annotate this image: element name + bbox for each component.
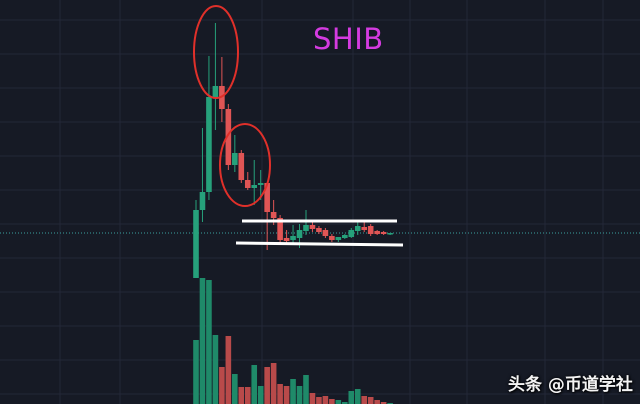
volume-bar [283,386,290,404]
candle-body [329,236,335,240]
candle-body [225,109,232,165]
candle-body [283,238,290,241]
candle-body [316,228,322,232]
candle-body [303,225,309,231]
volume-bar [257,386,264,404]
candle-body [290,236,296,240]
volume-bar [367,397,374,404]
candle-body [342,235,348,238]
volume-bar [329,399,335,404]
candle-body [348,230,355,237]
volume-bar [238,387,245,404]
volume-bar [212,335,219,404]
volume-bar [322,396,329,404]
volume-bar [264,367,270,404]
chart-title: SHIB [313,22,384,56]
candle-body [206,97,212,192]
volume-bar [296,386,303,404]
candle-body [296,230,303,238]
volume-bar [290,379,296,404]
volume-bar [206,280,212,404]
volume-bar [219,367,225,404]
candle-body [367,226,374,234]
candle-body [277,218,283,240]
candle-body [251,185,258,188]
candle-body [232,153,238,165]
candle-body [244,180,251,188]
volume-bar [270,363,277,404]
candle-body [354,226,361,231]
volume-bar [354,389,361,404]
candle-body [238,153,245,180]
volume-bar [361,396,368,404]
highlight-ellipse [193,5,239,99]
volume-bar [309,393,316,404]
candle-body [387,233,393,235]
volume-bar [342,402,348,404]
candle-body [361,227,368,230]
candle-body [309,225,316,229]
volume-bar [277,384,283,404]
volume-bar [251,365,258,404]
candle-body [264,183,270,212]
volume-bar [348,391,355,404]
volume-bar [232,374,238,404]
candle-body [199,192,206,210]
candle-body [380,232,387,234]
candle-body [335,237,342,240]
candle-body [212,86,219,97]
candle-body [257,183,264,185]
candle-body [322,230,329,236]
volume-bar [199,278,206,404]
candle-body [374,231,380,234]
volume-bar [225,336,232,404]
highlight-ellipse [219,123,271,207]
volume-bar [193,340,199,404]
volume-bar [303,375,309,404]
volume-bar [374,400,380,404]
support-line [235,241,404,247]
watermark: 头条 @币道学社 [508,375,633,395]
candle-body [270,212,277,218]
volume-bar [335,400,342,404]
volume-bar [380,402,387,404]
volume-bar [244,387,251,404]
candle-body [193,210,199,278]
volume-bar [316,397,322,404]
